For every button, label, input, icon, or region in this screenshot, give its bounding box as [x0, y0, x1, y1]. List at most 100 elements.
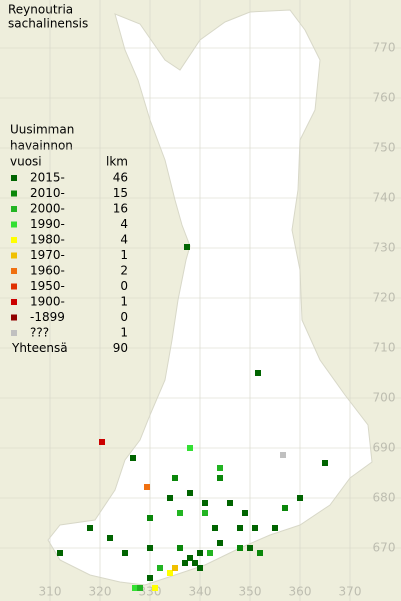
y-tick-label: 710 [373, 341, 396, 355]
observation [212, 525, 218, 531]
observation [242, 510, 248, 516]
legend-count: 16 [113, 202, 128, 216]
legend-count: 0 [120, 310, 128, 324]
observation [157, 565, 163, 571]
legend-label: 2000- [30, 202, 65, 216]
observation [172, 475, 178, 481]
observation [57, 550, 63, 556]
legend-label: 1970- [30, 248, 65, 262]
observation [207, 550, 213, 556]
x-tick-label: 360 [289, 585, 312, 599]
legend-label: 1960- [30, 264, 65, 278]
observation [227, 500, 233, 506]
observation [107, 535, 113, 541]
legend-label: ??? [30, 326, 49, 340]
observation [322, 460, 328, 466]
legend-swatch [11, 299, 17, 305]
legend-swatch [11, 221, 17, 228]
legend-label: 1950- [30, 279, 65, 293]
observation [122, 550, 128, 556]
observation [132, 585, 138, 591]
legend-count: 46 [113, 171, 128, 185]
x-tick-label: 370 [339, 585, 362, 599]
observation [177, 510, 183, 516]
legend-count: 1 [120, 326, 128, 340]
legend-label: -1899 [30, 310, 65, 324]
observation [177, 545, 183, 551]
legend-count: 1 [120, 248, 128, 262]
observation [247, 545, 253, 551]
observation [172, 565, 178, 571]
observation [87, 525, 93, 531]
legend-swatch [11, 206, 17, 212]
y-tick-label: 740 [373, 191, 396, 205]
legend-swatch [11, 252, 17, 259]
observation [237, 525, 243, 531]
x-tick-label: 350 [239, 585, 262, 599]
legend-count: 4 [120, 233, 128, 247]
y-tick-label: 730 [373, 241, 396, 255]
legend-swatch [11, 314, 17, 321]
observation [167, 495, 173, 501]
observation [252, 525, 258, 531]
y-tick-label: 770 [373, 41, 396, 55]
observation [184, 244, 190, 250]
legend-total-value: 90 [113, 341, 128, 355]
observation [272, 525, 278, 531]
observation [217, 540, 223, 546]
legend-swatch [11, 330, 17, 336]
observation [147, 545, 153, 551]
finland-land [47, 9, 373, 586]
legend-column: vuosi [10, 155, 42, 169]
y-tick-label: 700 [373, 391, 396, 405]
legend-count: 2 [120, 264, 128, 278]
legend-count: 15 [113, 186, 128, 200]
observation [99, 439, 105, 445]
observation [187, 445, 193, 451]
observation [257, 550, 263, 556]
observation [282, 505, 288, 511]
legend-heading: havainnon [10, 139, 73, 153]
legend-column: lkm [106, 155, 128, 169]
legend-heading: Uusimman [10, 123, 74, 137]
x-tick-label: 310 [39, 585, 62, 599]
observation [152, 585, 158, 591]
observation [130, 455, 136, 461]
observation [202, 500, 208, 506]
legend-count: 1 [120, 295, 128, 309]
observation [217, 475, 223, 481]
y-tick-label: 680 [373, 491, 396, 505]
legend-swatch [11, 237, 17, 243]
observation [280, 452, 286, 458]
observation [217, 465, 223, 471]
observation [147, 575, 153, 581]
legend-count: 4 [120, 217, 128, 231]
observation [167, 570, 173, 576]
observation [144, 484, 150, 490]
y-tick-label: 690 [373, 441, 396, 455]
legend-label: 2015- [30, 171, 65, 185]
observation [237, 545, 243, 551]
observation [197, 565, 203, 571]
observation [202, 510, 208, 516]
legend-swatch [11, 190, 17, 197]
y-tick-label: 670 [373, 541, 396, 555]
observation [147, 515, 153, 521]
observation [192, 560, 198, 566]
observation [137, 585, 143, 591]
title: sachalinensis [8, 17, 88, 31]
title: Reynoutria [8, 3, 73, 17]
observation [187, 490, 193, 496]
observation [297, 495, 303, 501]
legend-swatch [11, 283, 17, 290]
legend-label: 1990- [30, 217, 65, 231]
legend-total-label: Yhteensä [11, 341, 68, 355]
y-tick-label: 750 [373, 141, 396, 155]
y-tick-label: 720 [373, 291, 396, 305]
legend-swatch [11, 268, 17, 274]
observation [187, 555, 193, 561]
observation [255, 370, 261, 376]
legend-label: 1900- [30, 295, 65, 309]
y-tick-label: 760 [373, 91, 396, 105]
x-tick-label: 340 [189, 585, 212, 599]
